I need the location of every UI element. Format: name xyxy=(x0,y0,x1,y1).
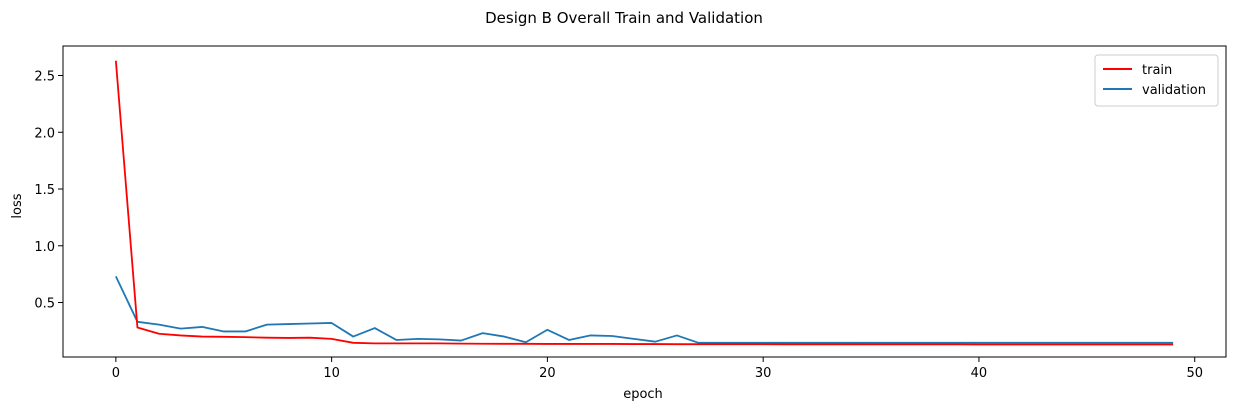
series-line-train xyxy=(114,60,1174,346)
series-layer xyxy=(114,60,1174,346)
chart-title: Design B Overall Train and Validation xyxy=(485,9,763,27)
y-axis-label: loss xyxy=(10,193,25,218)
series-line-validation xyxy=(115,276,1174,344)
y-tick-label: 1.0 xyxy=(34,240,55,255)
plot-frame xyxy=(63,46,1226,357)
x-tick-label: 20 xyxy=(539,366,556,381)
x-tick-label: 50 xyxy=(1186,366,1203,381)
y-tick-label: 0.5 xyxy=(34,297,55,312)
y-tick-label: 1.5 xyxy=(34,183,55,198)
y-tick-label: 2.0 xyxy=(34,126,55,141)
y-tick-label: 2.5 xyxy=(34,70,55,85)
x-axis-label: epoch xyxy=(623,387,663,402)
y-axis: 0.5 1.0 1.5 2.0 2.5 xyxy=(34,70,63,312)
x-tick-label: 40 xyxy=(971,366,988,381)
x-tick-label: 0 xyxy=(112,366,120,381)
x-tick-label: 30 xyxy=(755,366,772,381)
legend-validation-label: validation xyxy=(1142,83,1206,98)
x-tick-label: 10 xyxy=(323,366,340,381)
x-axis: 0 10 20 30 40 50 xyxy=(112,357,1203,381)
legend-box xyxy=(1094,54,1219,107)
axes-spines xyxy=(62,45,1227,358)
legend-train-label: train xyxy=(1142,63,1172,78)
plot-area: 0 10 20 30 40 50 0.5 1.0 1.5 2.0 2.5 xyxy=(34,45,1227,381)
legend: train validation xyxy=(1094,54,1219,107)
